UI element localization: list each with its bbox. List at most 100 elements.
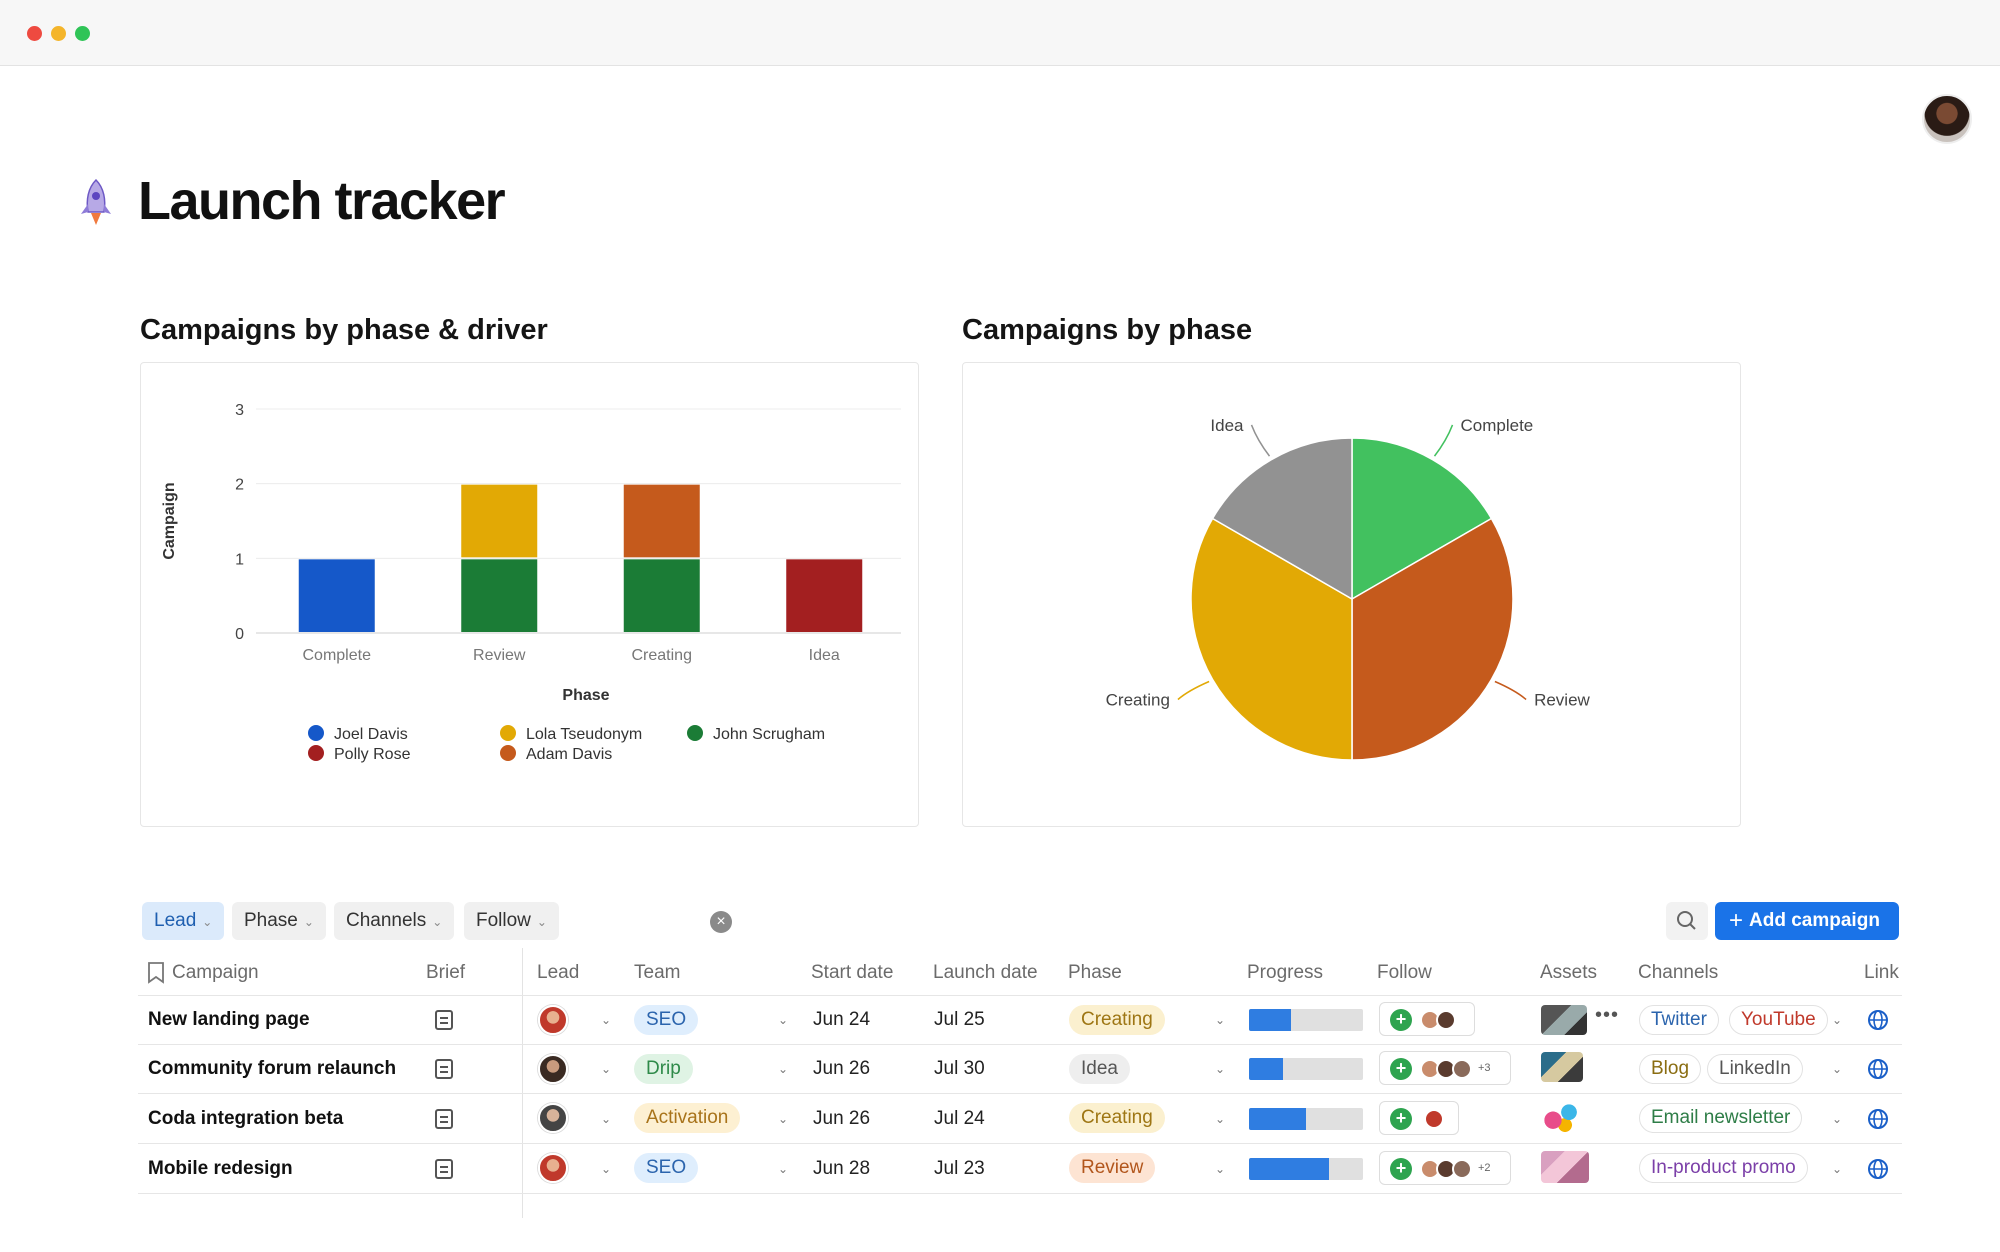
phase-pill[interactable]: Creating (1069, 1005, 1165, 1035)
team-pill[interactable]: Drip (634, 1054, 693, 1084)
column-header-launch-date[interactable]: Launch date (933, 962, 1038, 983)
pie-slice-label: Complete (1461, 416, 1534, 435)
campaign-name[interactable]: Coda integration beta (148, 1108, 344, 1129)
search-button[interactable] (1666, 902, 1708, 940)
plus-icon[interactable]: + (1390, 1108, 1412, 1130)
plus-icon[interactable]: + (1390, 1058, 1412, 1080)
start-date[interactable]: Jun 26 (813, 1058, 871, 1079)
brief-doc-icon[interactable] (435, 1059, 453, 1079)
phase-pill[interactable]: Creating (1069, 1103, 1165, 1133)
plus-icon: + (1729, 907, 1744, 934)
minimize-window-button[interactable] (51, 26, 66, 41)
column-header-team[interactable]: Team (634, 962, 681, 983)
clear-filters-icon[interactable]: × (710, 911, 732, 933)
chevron-down-icon[interactable]: ⌄ (778, 1013, 789, 1027)
team-pill[interactable]: SEO (634, 1005, 699, 1035)
start-date[interactable]: Jun 26 (813, 1108, 871, 1129)
rocket-icon (81, 178, 111, 225)
brief-doc-icon[interactable] (435, 1109, 453, 1129)
asset-thumbnail[interactable] (1541, 1101, 1581, 1133)
chevron-down-icon: ⌄ (303, 915, 314, 929)
chevron-down-icon[interactable]: ⌄ (1832, 1062, 1843, 1076)
column-header-brief[interactable]: Brief (426, 962, 466, 983)
asset-thumbnail[interactable] (1541, 1151, 1589, 1183)
filter-chip-follow[interactable]: Follow ⌄ (464, 902, 559, 940)
start-date[interactable]: Jun 24 (813, 1009, 871, 1030)
team-pill[interactable]: SEO (634, 1153, 699, 1183)
brief-doc-icon[interactable] (435, 1159, 453, 1179)
chevron-down-icon[interactable]: ⌄ (601, 1062, 612, 1076)
launch-date[interactable]: Jul 23 (934, 1158, 985, 1179)
filter-chip-channels[interactable]: Channels ⌄ (334, 902, 455, 940)
follow-widget[interactable]: + +3 (1379, 1051, 1511, 1085)
chevron-down-icon[interactable]: ⌄ (601, 1013, 612, 1027)
chevron-down-icon[interactable]: ⌄ (1832, 1162, 1843, 1176)
chevron-down-icon[interactable]: ⌄ (1832, 1013, 1843, 1027)
channel-tag[interactable]: Email newsletter (1639, 1103, 1803, 1133)
channel-tag[interactable]: LinkedIn (1707, 1054, 1803, 1084)
globe-icon[interactable] (1867, 1058, 1889, 1080)
filter-chip-phase[interactable]: Phase ⌄ (232, 902, 326, 940)
globe-icon[interactable] (1867, 1158, 1889, 1180)
row-divider (138, 1143, 1902, 1144)
lead-avatar[interactable] (538, 1054, 568, 1084)
column-header-lead[interactable]: Lead (537, 962, 580, 983)
chevron-down-icon[interactable]: ⌄ (778, 1112, 789, 1126)
column-header-follow[interactable]: Follow (1377, 962, 1432, 983)
channel-tag[interactable]: Twitter (1639, 1005, 1719, 1035)
column-header-phase[interactable]: Phase (1068, 962, 1122, 983)
launch-date[interactable]: Jul 30 (934, 1058, 985, 1079)
chevron-down-icon[interactable]: ⌄ (1215, 1162, 1226, 1176)
channel-tag[interactable]: YouTube (1729, 1005, 1828, 1035)
launch-date[interactable]: Jul 24 (934, 1108, 985, 1129)
column-header-campaign[interactable]: Campaign (172, 962, 259, 983)
campaign-name[interactable]: Community forum relaunch (148, 1058, 397, 1079)
chevron-down-icon[interactable]: ⌄ (601, 1112, 612, 1126)
pie-chart-heading: Campaigns by phase (962, 314, 1253, 346)
column-header-assets[interactable]: Assets (1540, 962, 1598, 983)
add-campaign-button[interactable]: + Add campaign (1715, 902, 1899, 940)
more-options-icon[interactable]: ••• (1595, 1004, 1620, 1026)
plus-icon[interactable]: + (1390, 1009, 1412, 1031)
lead-avatar[interactable] (538, 1103, 568, 1133)
campaign-name[interactable]: Mobile redesign (148, 1158, 293, 1179)
chevron-down-icon[interactable]: ⌄ (1215, 1062, 1226, 1076)
channel-tag[interactable]: Blog (1639, 1054, 1702, 1084)
plus-icon[interactable]: + (1390, 1158, 1412, 1180)
column-header-channels[interactable]: Channels (1638, 962, 1719, 983)
follow-widget[interactable]: + +2 (1379, 1151, 1511, 1185)
filter-chip-lead[interactable]: Lead ⌄ (142, 902, 225, 940)
asset-thumbnail[interactable] (1541, 1005, 1587, 1035)
lead-avatar[interactable] (538, 1005, 568, 1035)
brief-doc-icon[interactable] (435, 1010, 453, 1030)
close-window-button[interactable] (27, 26, 42, 41)
column-header-link[interactable]: Link (1864, 962, 1899, 983)
channel-tag[interactable]: In-product promo (1639, 1153, 1808, 1183)
phase-pill[interactable]: Idea (1069, 1054, 1130, 1084)
globe-icon[interactable] (1867, 1009, 1889, 1031)
chevron-down-icon[interactable]: ⌄ (1832, 1112, 1843, 1126)
progress-fill (1249, 1058, 1284, 1080)
column-header-progress[interactable]: Progress (1247, 962, 1324, 983)
chevron-down-icon[interactable]: ⌄ (778, 1162, 789, 1176)
globe-icon[interactable] (1867, 1108, 1889, 1130)
launch-date[interactable]: Jul 25 (934, 1009, 985, 1030)
asset-thumbnail[interactable] (1541, 1052, 1583, 1082)
chevron-down-icon[interactable]: ⌄ (1215, 1112, 1226, 1126)
chevron-down-icon[interactable]: ⌄ (1215, 1013, 1226, 1027)
follower-overflow-count: +2 (1478, 1162, 1491, 1174)
campaign-name[interactable]: New landing page (148, 1009, 310, 1030)
follow-widget[interactable]: + (1379, 1002, 1475, 1036)
follow-widget[interactable]: + (1379, 1101, 1459, 1135)
team-pill[interactable]: Activation (634, 1103, 741, 1133)
column-header-start-date[interactable]: Start date (811, 962, 894, 983)
bar-segment (298, 559, 375, 632)
chevron-down-icon[interactable]: ⌄ (778, 1062, 789, 1076)
user-avatar[interactable] (1922, 94, 1972, 144)
follower-avatar (1436, 1010, 1456, 1030)
maximize-window-button[interactable] (75, 26, 90, 41)
phase-pill[interactable]: Review (1069, 1153, 1156, 1183)
start-date[interactable]: Jun 28 (813, 1158, 871, 1179)
lead-avatar[interactable] (538, 1153, 568, 1183)
chevron-down-icon[interactable]: ⌄ (601, 1162, 612, 1176)
